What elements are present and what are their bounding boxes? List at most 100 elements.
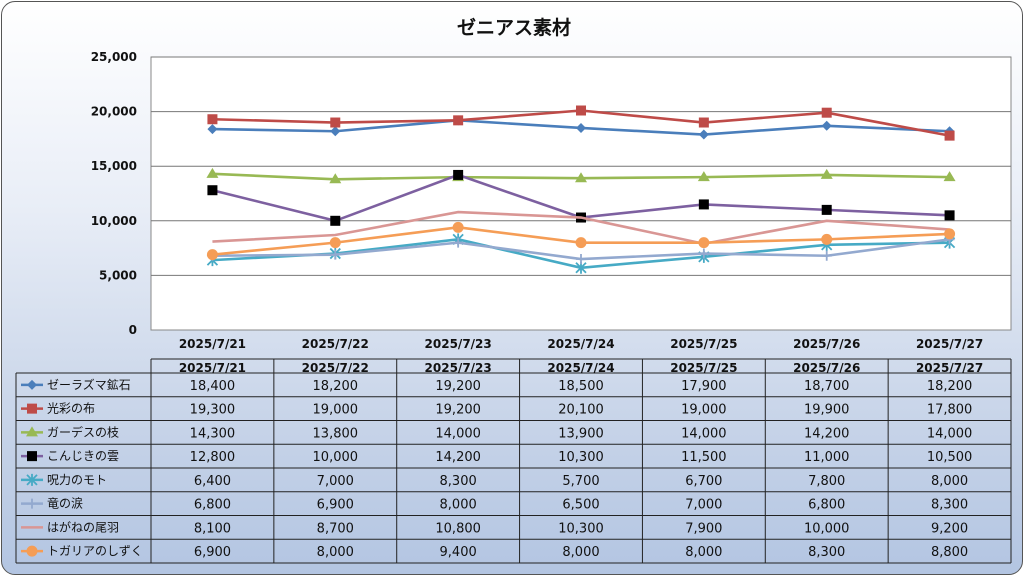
data-point (207, 124, 218, 135)
x-tick-label: 2025/7/23 (425, 337, 492, 351)
data-point (453, 115, 464, 126)
table-cell: 10,300 (558, 450, 604, 465)
table-cell: 14,200 (435, 450, 481, 465)
legend-key (21, 379, 43, 390)
table-cell: 14,000 (927, 426, 973, 441)
legend-marker (26, 545, 38, 557)
legend-key (21, 426, 43, 437)
table-cell: 19,200 (435, 379, 481, 394)
table-cell: 13,900 (558, 426, 604, 441)
table-cell: 7,800 (808, 474, 845, 489)
table-cell: 18,200 (927, 379, 973, 394)
data-point (698, 199, 709, 210)
data-point (575, 237, 587, 249)
table-cell: 8,000 (440, 498, 477, 513)
data-point (329, 237, 341, 249)
table-cell: 7,900 (685, 521, 722, 536)
plot-area (150, 56, 1012, 331)
x-tick-label: 2025/7/27 (916, 337, 983, 351)
table-cell: 8,000 (685, 545, 722, 560)
data-point (698, 248, 709, 259)
table-cell: 14,000 (681, 426, 727, 441)
table-cell: 6,500 (562, 498, 599, 513)
data-point (821, 250, 832, 261)
table-cell: 5,700 (562, 474, 599, 489)
table-cell: 6,700 (685, 474, 722, 489)
table-cell: 7,000 (685, 498, 722, 513)
y-tick-label: 25,000 (91, 50, 137, 64)
y-tick-label: 15,000 (91, 159, 137, 173)
table-cell: 10,300 (558, 521, 604, 536)
legend-key (21, 498, 43, 509)
table-cell: 6,400 (194, 474, 231, 489)
data-point (206, 249, 218, 261)
x-tick-label: 2025/7/24 (547, 337, 614, 351)
data-point (944, 130, 955, 141)
table-cell: 19,900 (804, 403, 850, 418)
data-point (575, 172, 587, 183)
y-axis-ticks: 0 5,000 10,000 15,000 20,000 25,000 (91, 50, 137, 337)
data-point (821, 120, 832, 131)
legend-marker (26, 473, 38, 486)
table-cell: 8,800 (931, 545, 968, 560)
series-name: 光彩の布 (47, 402, 95, 416)
table-cell: 8,300 (931, 498, 968, 513)
table-cell: 8,300 (808, 545, 845, 560)
table-cell: 19,000 (313, 403, 359, 418)
series-name: トガリアのしずく (47, 544, 143, 558)
table-cell: 6,900 (194, 545, 231, 560)
data-point (576, 105, 586, 116)
y-tick-label: 5,000 (99, 268, 137, 282)
data-point (330, 126, 341, 137)
series-name: 呪力のモト (47, 473, 107, 487)
table-cell: 18,500 (558, 379, 604, 394)
table-cell: 11,500 (681, 450, 727, 465)
series-line (212, 210, 950, 246)
data-point (944, 228, 956, 240)
table-cell: 19,300 (190, 403, 236, 418)
data-point (330, 117, 341, 128)
legend-key (21, 473, 43, 486)
data-point (943, 171, 956, 182)
table-cell: 14,000 (435, 426, 481, 441)
series-name: 竜の涙 (47, 496, 83, 511)
data-point (698, 237, 710, 249)
table-cell: 17,800 (927, 403, 973, 418)
table-cell: 6,900 (317, 498, 354, 513)
table-cell: 8,000 (317, 545, 354, 560)
legend-marker (27, 498, 37, 509)
table-cell: 8,300 (440, 474, 477, 489)
table-cell: 18,700 (804, 379, 850, 394)
y-tick-label: 20,000 (91, 105, 137, 119)
data-point (452, 221, 464, 233)
table-cell: 17,900 (681, 379, 727, 394)
series-lines (206, 105, 956, 274)
legend-marker (26, 426, 38, 437)
table-cell: 18,400 (190, 379, 236, 394)
table-header-cell: 2025/7/22 (302, 361, 369, 375)
y-tick-label: 10,000 (91, 214, 137, 228)
table-cell: 10,000 (313, 450, 359, 465)
data-point (820, 168, 833, 179)
series-name: ガーデスの枝 (47, 424, 119, 439)
table-header-cell: 2025/7/27 (916, 361, 983, 375)
x-axis-ticks: 2025/7/21 2025/7/22 2025/7/23 2025/7/24 2025… (179, 337, 983, 351)
table-header-cell: 2025/7/26 (793, 361, 860, 375)
table-cell: 14,200 (804, 426, 850, 441)
data-point (576, 122, 586, 133)
table-cell: 10,500 (927, 450, 973, 465)
table-cell: 9,200 (931, 521, 968, 536)
table-header-cell: 2025/7/21 (179, 361, 246, 375)
table-cell: 10,000 (804, 521, 850, 536)
table-cell: 18,200 (313, 379, 359, 394)
table-cell: 6,800 (808, 498, 845, 513)
table-header-cell: 2025/7/25 (670, 361, 737, 375)
legend-marker (27, 379, 37, 390)
data-point (206, 167, 219, 178)
table-header-cell: 2025/7/24 (547, 361, 614, 375)
chart-title: ゼニアス素材 (457, 16, 571, 39)
table-cell: 6,800 (194, 498, 231, 513)
data-point (330, 249, 341, 260)
